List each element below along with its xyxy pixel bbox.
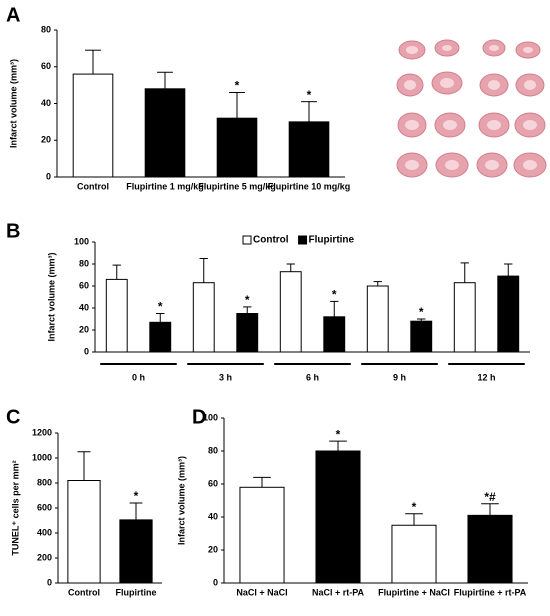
- y-tick-label: 40: [41, 98, 51, 108]
- x-tick-label: Flupirtine + NaCl: [378, 587, 450, 597]
- panel-label: A: [6, 4, 20, 26]
- bar: [288, 121, 330, 178]
- y-tick-label: 20: [41, 135, 51, 145]
- y-tick-label: 0: [47, 577, 52, 587]
- bar: [192, 282, 215, 353]
- significance: *: [245, 293, 250, 307]
- y-tick-label: 60: [79, 280, 89, 290]
- x-tick-label: NaCl + NaCl: [236, 587, 287, 597]
- y-axis-label: Infarct volume (mm³): [8, 59, 18, 148]
- y-tick-label: 100: [203, 412, 218, 422]
- x-tick-label: Control: [77, 181, 109, 191]
- bar: [315, 450, 361, 584]
- bar: [144, 88, 186, 178]
- bar: [391, 524, 437, 584]
- y-tick-label: 40: [79, 302, 89, 312]
- significance: *: [419, 305, 424, 319]
- bar: [453, 282, 476, 353]
- y-tick-label: 20: [208, 544, 218, 554]
- significance: *: [336, 427, 341, 441]
- bar: [72, 73, 114, 178]
- bar: [119, 519, 153, 584]
- significance: *: [158, 300, 163, 314]
- panel-label: B: [6, 220, 20, 242]
- x-tick-label: NaCl + rt-PA: [312, 587, 365, 597]
- y-tick-label: 0: [46, 171, 51, 181]
- y-tick-label: 80: [41, 24, 51, 34]
- bar: [149, 321, 172, 353]
- y-tick-label: 40: [208, 511, 218, 521]
- y-tick-label: 800: [37, 477, 52, 487]
- legend-label: Flupirtine: [309, 235, 355, 246]
- y-tick-label: 60: [208, 478, 218, 488]
- y-tick-label: 80: [208, 445, 218, 455]
- panel-label: C: [6, 406, 20, 428]
- x-tick-label: Flupirtine 1 mg/kg: [126, 181, 204, 191]
- x-tick-label: 0 h: [132, 372, 145, 382]
- y-axis-label: Infarct volume (mm³): [46, 252, 56, 341]
- x-tick-label: Flupirtine + rt-PA: [454, 587, 527, 597]
- bar: [239, 486, 285, 584]
- x-tick-label: 12 h: [477, 372, 495, 382]
- significance: *: [412, 500, 417, 514]
- y-tick-label: 60: [41, 61, 51, 71]
- legend-swatch: [242, 235, 252, 245]
- y-tick-label: 100: [74, 236, 89, 246]
- bar: [216, 117, 258, 178]
- x-tick-label: Control: [68, 587, 100, 597]
- y-tick-label: 0: [84, 346, 89, 356]
- significance: *#: [484, 490, 496, 504]
- bar: [410, 320, 433, 353]
- y-tick-label: 400: [37, 527, 52, 537]
- y-axis-label: Infarct volume (mm³): [176, 456, 186, 545]
- y-tick-label: 80: [79, 258, 89, 268]
- legend-label: Control: [253, 235, 289, 246]
- y-tick-label: 200: [37, 552, 52, 562]
- significance: *: [134, 489, 139, 503]
- brain-slices: [392, 32, 547, 187]
- bar: [366, 285, 389, 353]
- significance: *: [332, 288, 337, 302]
- bar: [105, 278, 128, 353]
- y-tick-label: 600: [37, 502, 52, 512]
- y-tick-label: 1000: [32, 452, 52, 462]
- panel-label: D: [192, 406, 206, 428]
- bar: [236, 313, 259, 353]
- significance: *: [307, 88, 312, 102]
- significance: *: [235, 79, 240, 93]
- x-tick-label: 3 h: [219, 372, 232, 382]
- y-tick-label: 1200: [32, 427, 52, 437]
- y-tick-label: 0: [213, 577, 218, 587]
- x-tick-label: Flupirtine 5 mg/kg: [198, 181, 276, 191]
- bar: [323, 316, 346, 353]
- bar: [279, 271, 302, 353]
- y-axis-label: TUNEL⁺ cells per mm²: [10, 460, 20, 555]
- bar: [67, 480, 101, 584]
- x-tick-label: Flupirtine: [116, 587, 157, 597]
- bar: [497, 275, 520, 353]
- y-tick-label: 20: [79, 324, 89, 334]
- legend-swatch: [298, 235, 308, 245]
- bar: [467, 514, 513, 584]
- x-tick-label: Flupirtine 10 mg/kg: [268, 181, 351, 191]
- x-tick-label: 6 h: [306, 372, 319, 382]
- x-tick-label: 9 h: [393, 372, 406, 382]
